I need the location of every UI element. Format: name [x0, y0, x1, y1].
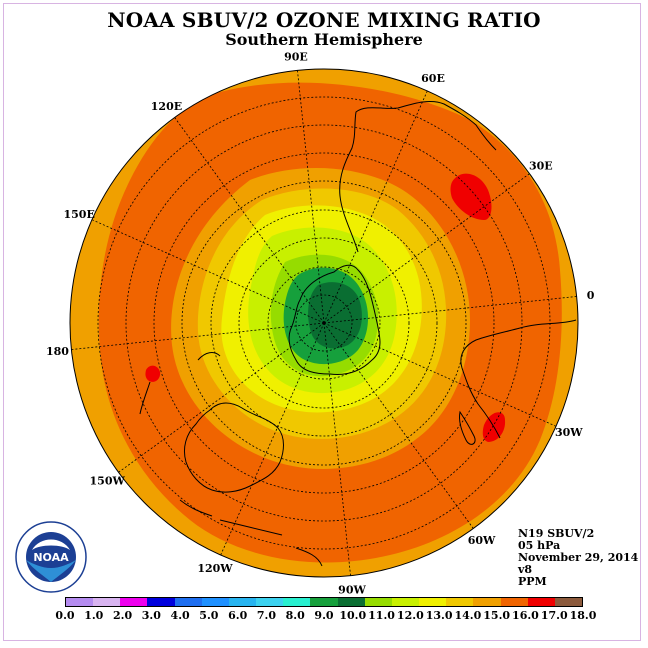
colorbar-swatch — [473, 598, 501, 606]
colorbar-swatch — [228, 598, 257, 606]
colorbar-swatch — [419, 598, 447, 606]
lon-label-30e: 30E — [529, 159, 553, 172]
colorbar-tick-label: 1.0 — [84, 609, 104, 622]
lon-label-60w: 60W — [468, 534, 496, 547]
info-satellite: N19 SBUV/2 — [518, 527, 595, 540]
colorbar — [65, 597, 583, 607]
figure-frame — [3, 3, 641, 641]
colorbar-tick-label: 2.0 — [112, 609, 133, 622]
coast-antarctica — [288, 264, 381, 375]
colorbar-tick-label: 9.0 — [314, 609, 334, 622]
lat-circle-80 — [295, 294, 353, 352]
colorbar-tick-label: 5.0 — [199, 609, 219, 622]
chart-title: NOAA SBUV/2 OZONE MIXING RATIO — [107, 8, 541, 32]
colorbar-swatch — [66, 598, 94, 606]
coast-australia — [183, 402, 284, 493]
colorbar-tick-label: 14.0 — [454, 609, 482, 622]
colorbar-swatch — [337, 598, 365, 606]
lon-label-150w: 150W — [90, 475, 126, 488]
lon-label-180: 180 — [46, 345, 69, 358]
chart-subtitle: Southern Hemisphere — [225, 30, 423, 49]
colorbar-tick-label: 10.0 — [339, 609, 367, 622]
colorbar-swatch — [527, 598, 555, 606]
noaa-logo-text: NOAA — [33, 551, 69, 564]
lat-circle-40 — [181, 180, 467, 466]
colorbar-tick-label: 18.0 — [569, 609, 597, 622]
lon-label-30w: 30W — [555, 426, 583, 439]
coast-south-america — [339, 101, 497, 253]
graticule — [71, 70, 577, 576]
colorbar-tick-label: 0.0 — [55, 609, 75, 622]
colorbar-swatch — [554, 598, 582, 606]
colorbar-swatch — [147, 598, 175, 606]
info-unit: PPM — [518, 575, 547, 588]
colorbar-swatch — [201, 598, 229, 606]
info-pressure: 05 hPa — [518, 539, 561, 552]
colorbar-swatch — [500, 598, 528, 606]
info-block: N19 SBUV/2 05 hPa November 29, 2014 v8 P… — [518, 528, 638, 588]
colorbar-tick-label: 4.0 — [170, 609, 190, 622]
lon-label-0: 0 — [587, 289, 595, 302]
lon-label-60e: 60E — [421, 72, 445, 85]
lon-label-120e: 120E — [151, 100, 182, 113]
colorbar-swatch — [391, 598, 420, 606]
coast-indonesia — [179, 499, 323, 567]
lon-label-120w: 120W — [197, 562, 233, 575]
lon-label-150e: 150E — [63, 208, 94, 221]
lon-label-90w: 90W — [338, 584, 366, 597]
colorbar-swatch — [120, 598, 148, 606]
colorbar-swatch — [256, 598, 284, 606]
colorbar-tick-label: 12.0 — [396, 609, 424, 622]
colorbar-swatch — [174, 598, 202, 606]
colorbar-swatch — [93, 598, 121, 606]
colorbar-swatch — [364, 598, 392, 606]
coast-new-zealand — [139, 352, 221, 415]
colorbar-tick-label: 6.0 — [228, 609, 248, 622]
noaa-logo: NOAA — [15, 521, 87, 593]
colorbar-ticks: 0.0 1.0 2.0 3.0 4.0 5.0 6.0 7.0 8.0 9.0 10.0 11.0 12… — [0, 609, 648, 623]
lat-circle-20 — [125, 124, 523, 522]
colorbar-tick-label: 7.0 — [256, 609, 277, 622]
map-border — [69, 68, 579, 578]
coast-madagascar — [459, 410, 476, 445]
lat-circle-30 — [153, 152, 495, 494]
colorbar-tick-label: 16.0 — [512, 609, 539, 622]
ozone-max-south-atlantic — [450, 173, 492, 220]
lat-circle-50 — [210, 209, 438, 437]
ozone-max-pacific — [145, 365, 161, 382]
colorbar-tick-label: 3.0 — [141, 609, 161, 622]
lat-circle-60 — [238, 237, 410, 409]
colorbar-tick-label: 13.0 — [425, 609, 453, 622]
lon-label-90e: 90E — [284, 50, 308, 63]
colorbar-swatch — [283, 598, 311, 606]
colorbar-tick-label: 8.0 — [285, 609, 305, 622]
colorbar-tick-label: 11.0 — [368, 609, 395, 622]
colorbar-tick-label: 15.0 — [483, 609, 511, 622]
lat-circle-70 — [267, 266, 381, 380]
colorbar-swatch — [446, 598, 474, 606]
info-date: November 29, 2014 — [518, 551, 639, 564]
colorbar-tick-label: 17.0 — [540, 609, 568, 622]
colorbar-swatch — [310, 598, 338, 606]
lat-circle-10 — [97, 96, 551, 550]
info-version: v8 — [518, 563, 533, 576]
